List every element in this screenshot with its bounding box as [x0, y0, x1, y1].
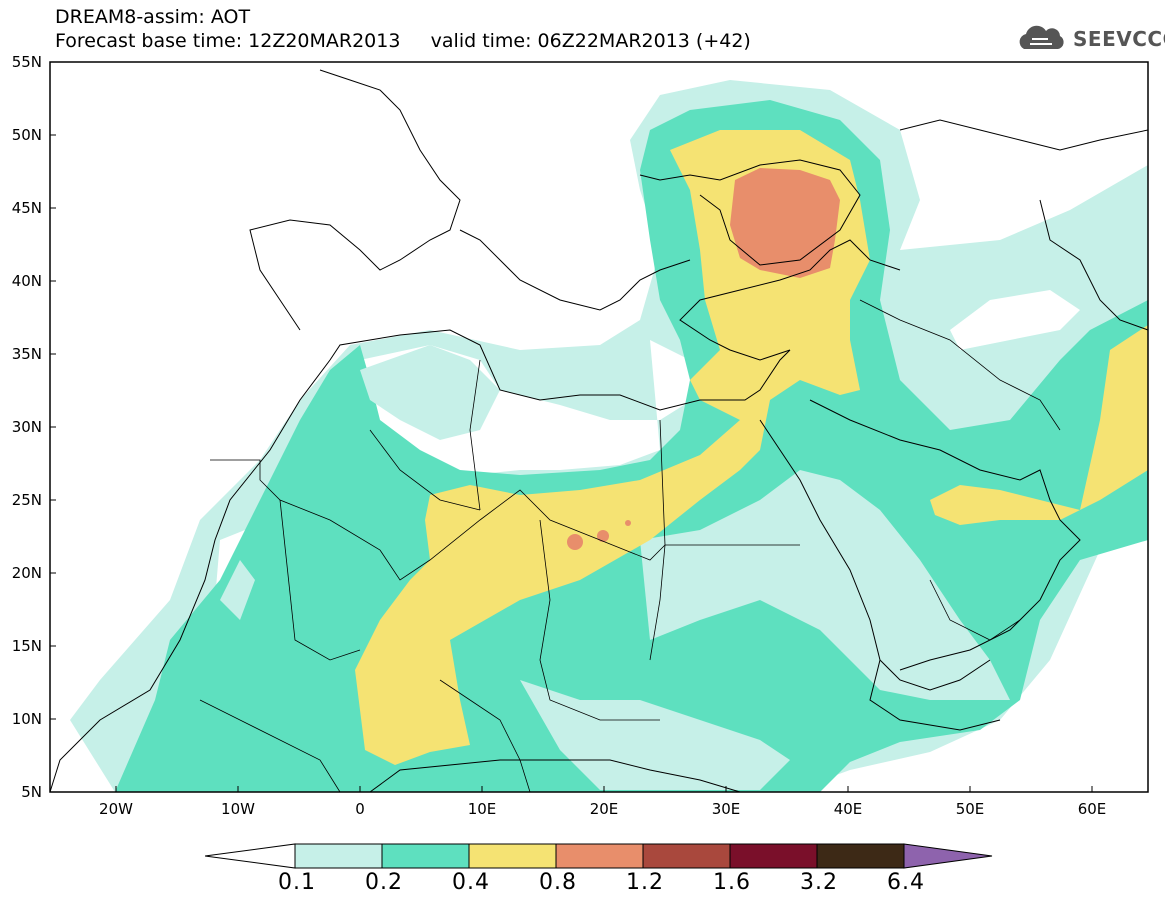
colorbar-label-3.2: 3.2 — [800, 870, 838, 895]
aot-contours — [70, 80, 1148, 792]
lat-label-10n: 10N — [11, 710, 42, 728]
cloud-icon — [1019, 25, 1064, 49]
colorbar-segment — [381, 843, 470, 869]
colorbar-label-0.2: 0.2 — [365, 870, 403, 895]
lon-label-40e: 40E — [833, 800, 863, 818]
colorbar-segment — [816, 843, 905, 869]
lon-label-0: 0 — [355, 800, 365, 818]
contour-0.4 — [355, 130, 870, 765]
lat-label-30n: 30N — [11, 418, 42, 436]
lat-label-25n: 25N — [11, 491, 42, 509]
lat-label-55n: 55N — [11, 53, 42, 71]
lat-label-50n: 50N — [11, 126, 42, 144]
lat-label-5n: 5N — [21, 783, 42, 801]
lon-label-10e: 10E — [467, 800, 497, 818]
colorbar-segment — [729, 843, 818, 869]
colorbar-label-1.6: 1.6 — [713, 870, 751, 895]
lon-label-20e: 20E — [589, 800, 619, 818]
lon-label-20w: 20W — [99, 800, 133, 818]
axis-ticks — [50, 61, 1093, 793]
colorbar-segment — [294, 843, 383, 869]
lon-label-50e: 50E — [955, 800, 985, 818]
colorbar-label-0.1: 0.1 — [278, 870, 316, 895]
map-title: DREAM8-assim: AOT — [55, 6, 251, 28]
colorbar-label-0.8: 0.8 — [539, 870, 577, 895]
colorbar-label-1.2: 1.2 — [626, 870, 664, 895]
logo-text: SEEVCCC — [1073, 27, 1165, 51]
lat-label-20n: 20N — [11, 564, 42, 582]
colorbar-segment — [468, 843, 557, 869]
map-subtitle: Forecast base time: 12Z20MAR2013 valid t… — [55, 30, 751, 52]
colorbar-label-6.4: 6.4 — [887, 870, 925, 895]
coastlines-borders — [49, 69, 1149, 793]
lat-label-15n: 15N — [11, 637, 42, 655]
colorbar-segment — [642, 843, 731, 869]
lat-label-45n: 45N — [11, 199, 42, 217]
colorbar-arrow-low — [205, 843, 296, 869]
colorbar — [205, 843, 993, 869]
colorbar-arrow-high — [903, 843, 993, 869]
lat-label-35n: 35N — [11, 345, 42, 363]
lat-label-40n: 40N — [11, 272, 42, 290]
lon-label-10w: 10W — [221, 800, 255, 818]
colorbar-label-0.4: 0.4 — [452, 870, 490, 895]
lon-label-60e: 60E — [1077, 800, 1107, 818]
political-borders — [199, 299, 1061, 793]
colorbar-segment — [555, 843, 644, 869]
lon-label-30e: 30E — [711, 800, 741, 818]
